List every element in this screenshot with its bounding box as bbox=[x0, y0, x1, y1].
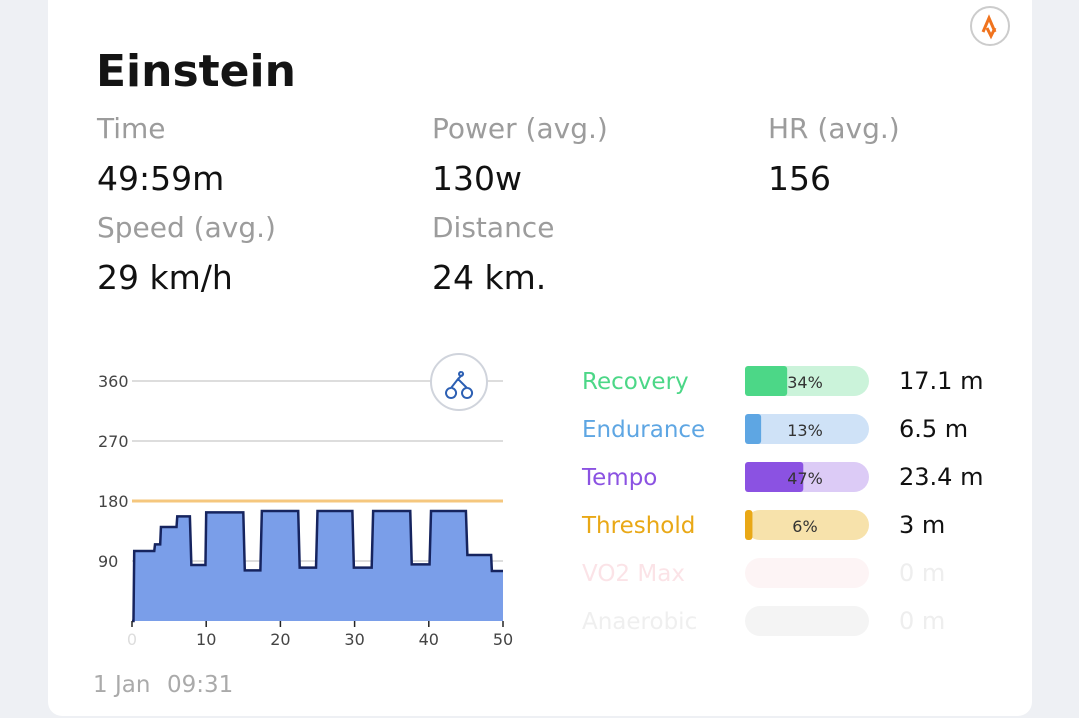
zone-percent: 6% bbox=[792, 517, 817, 536]
stat-label: Speed (avg.) bbox=[97, 211, 276, 244]
zone-bar bbox=[745, 462, 804, 492]
zone-percent: 47% bbox=[787, 469, 823, 488]
stat-label: Power (avg.) bbox=[432, 112, 608, 145]
zone-time: 3 m bbox=[899, 511, 945, 539]
x-tick-label: 30 bbox=[344, 630, 364, 649]
zone-bar bbox=[745, 414, 762, 444]
zone-time: 6.5 m bbox=[899, 415, 968, 443]
x-tick-label: 0 bbox=[127, 630, 137, 649]
x-tick-label: 50 bbox=[493, 630, 513, 649]
area-line bbox=[132, 509, 503, 623]
date: 1 Jan bbox=[93, 672, 150, 698]
time: 09:31 bbox=[167, 672, 233, 698]
zone-name: Tempo bbox=[581, 465, 657, 491]
bike-circle bbox=[430, 353, 488, 411]
zone-track bbox=[745, 414, 869, 444]
zone-track bbox=[745, 606, 869, 636]
zone-name: Anaerobic bbox=[582, 609, 697, 635]
zone-name: Endurance bbox=[582, 417, 705, 443]
zone-percent: 34% bbox=[787, 373, 823, 392]
zone-percent: 13% bbox=[787, 421, 823, 440]
y-tick-label: 360 bbox=[98, 372, 129, 391]
y-tick-label: 270 bbox=[98, 432, 129, 451]
x-tick-label: 20 bbox=[270, 630, 290, 649]
stat-value: 49:59m bbox=[97, 159, 224, 198]
bike-button[interactable] bbox=[430, 353, 488, 411]
zone-time: 0 m bbox=[899, 559, 945, 587]
y-tick-label: 90 bbox=[98, 552, 118, 571]
stat-value: 24 km. bbox=[432, 258, 546, 297]
x-tick-label: 40 bbox=[419, 630, 439, 649]
stat-label: Time bbox=[96, 112, 166, 145]
title: Einstein bbox=[96, 46, 296, 97]
stat-label: HR (avg.) bbox=[768, 112, 900, 145]
stat-value: 29 km/h bbox=[97, 258, 233, 297]
zone-track bbox=[745, 558, 869, 588]
stat-label: Distance bbox=[432, 211, 554, 244]
zone-name: Recovery bbox=[582, 369, 689, 395]
stat-value: 130w bbox=[432, 159, 522, 198]
zone-time: 17.1 m bbox=[899, 367, 983, 395]
zone-bar bbox=[745, 510, 753, 540]
zone-name: VO2 Max bbox=[582, 561, 685, 587]
zone-bar bbox=[745, 366, 788, 396]
zone-track bbox=[745, 510, 869, 540]
bike-icon bbox=[445, 371, 474, 399]
stat-value: 156 bbox=[768, 159, 831, 198]
x-tick-label: 10 bbox=[196, 630, 216, 649]
zone-time: 0 m bbox=[899, 607, 945, 635]
zone-time: 23.4 m bbox=[899, 463, 983, 491]
strava-icon[interactable] bbox=[970, 6, 1010, 46]
zone-name: Threshold bbox=[581, 513, 695, 539]
y-tick-label: 180 bbox=[98, 492, 129, 511]
